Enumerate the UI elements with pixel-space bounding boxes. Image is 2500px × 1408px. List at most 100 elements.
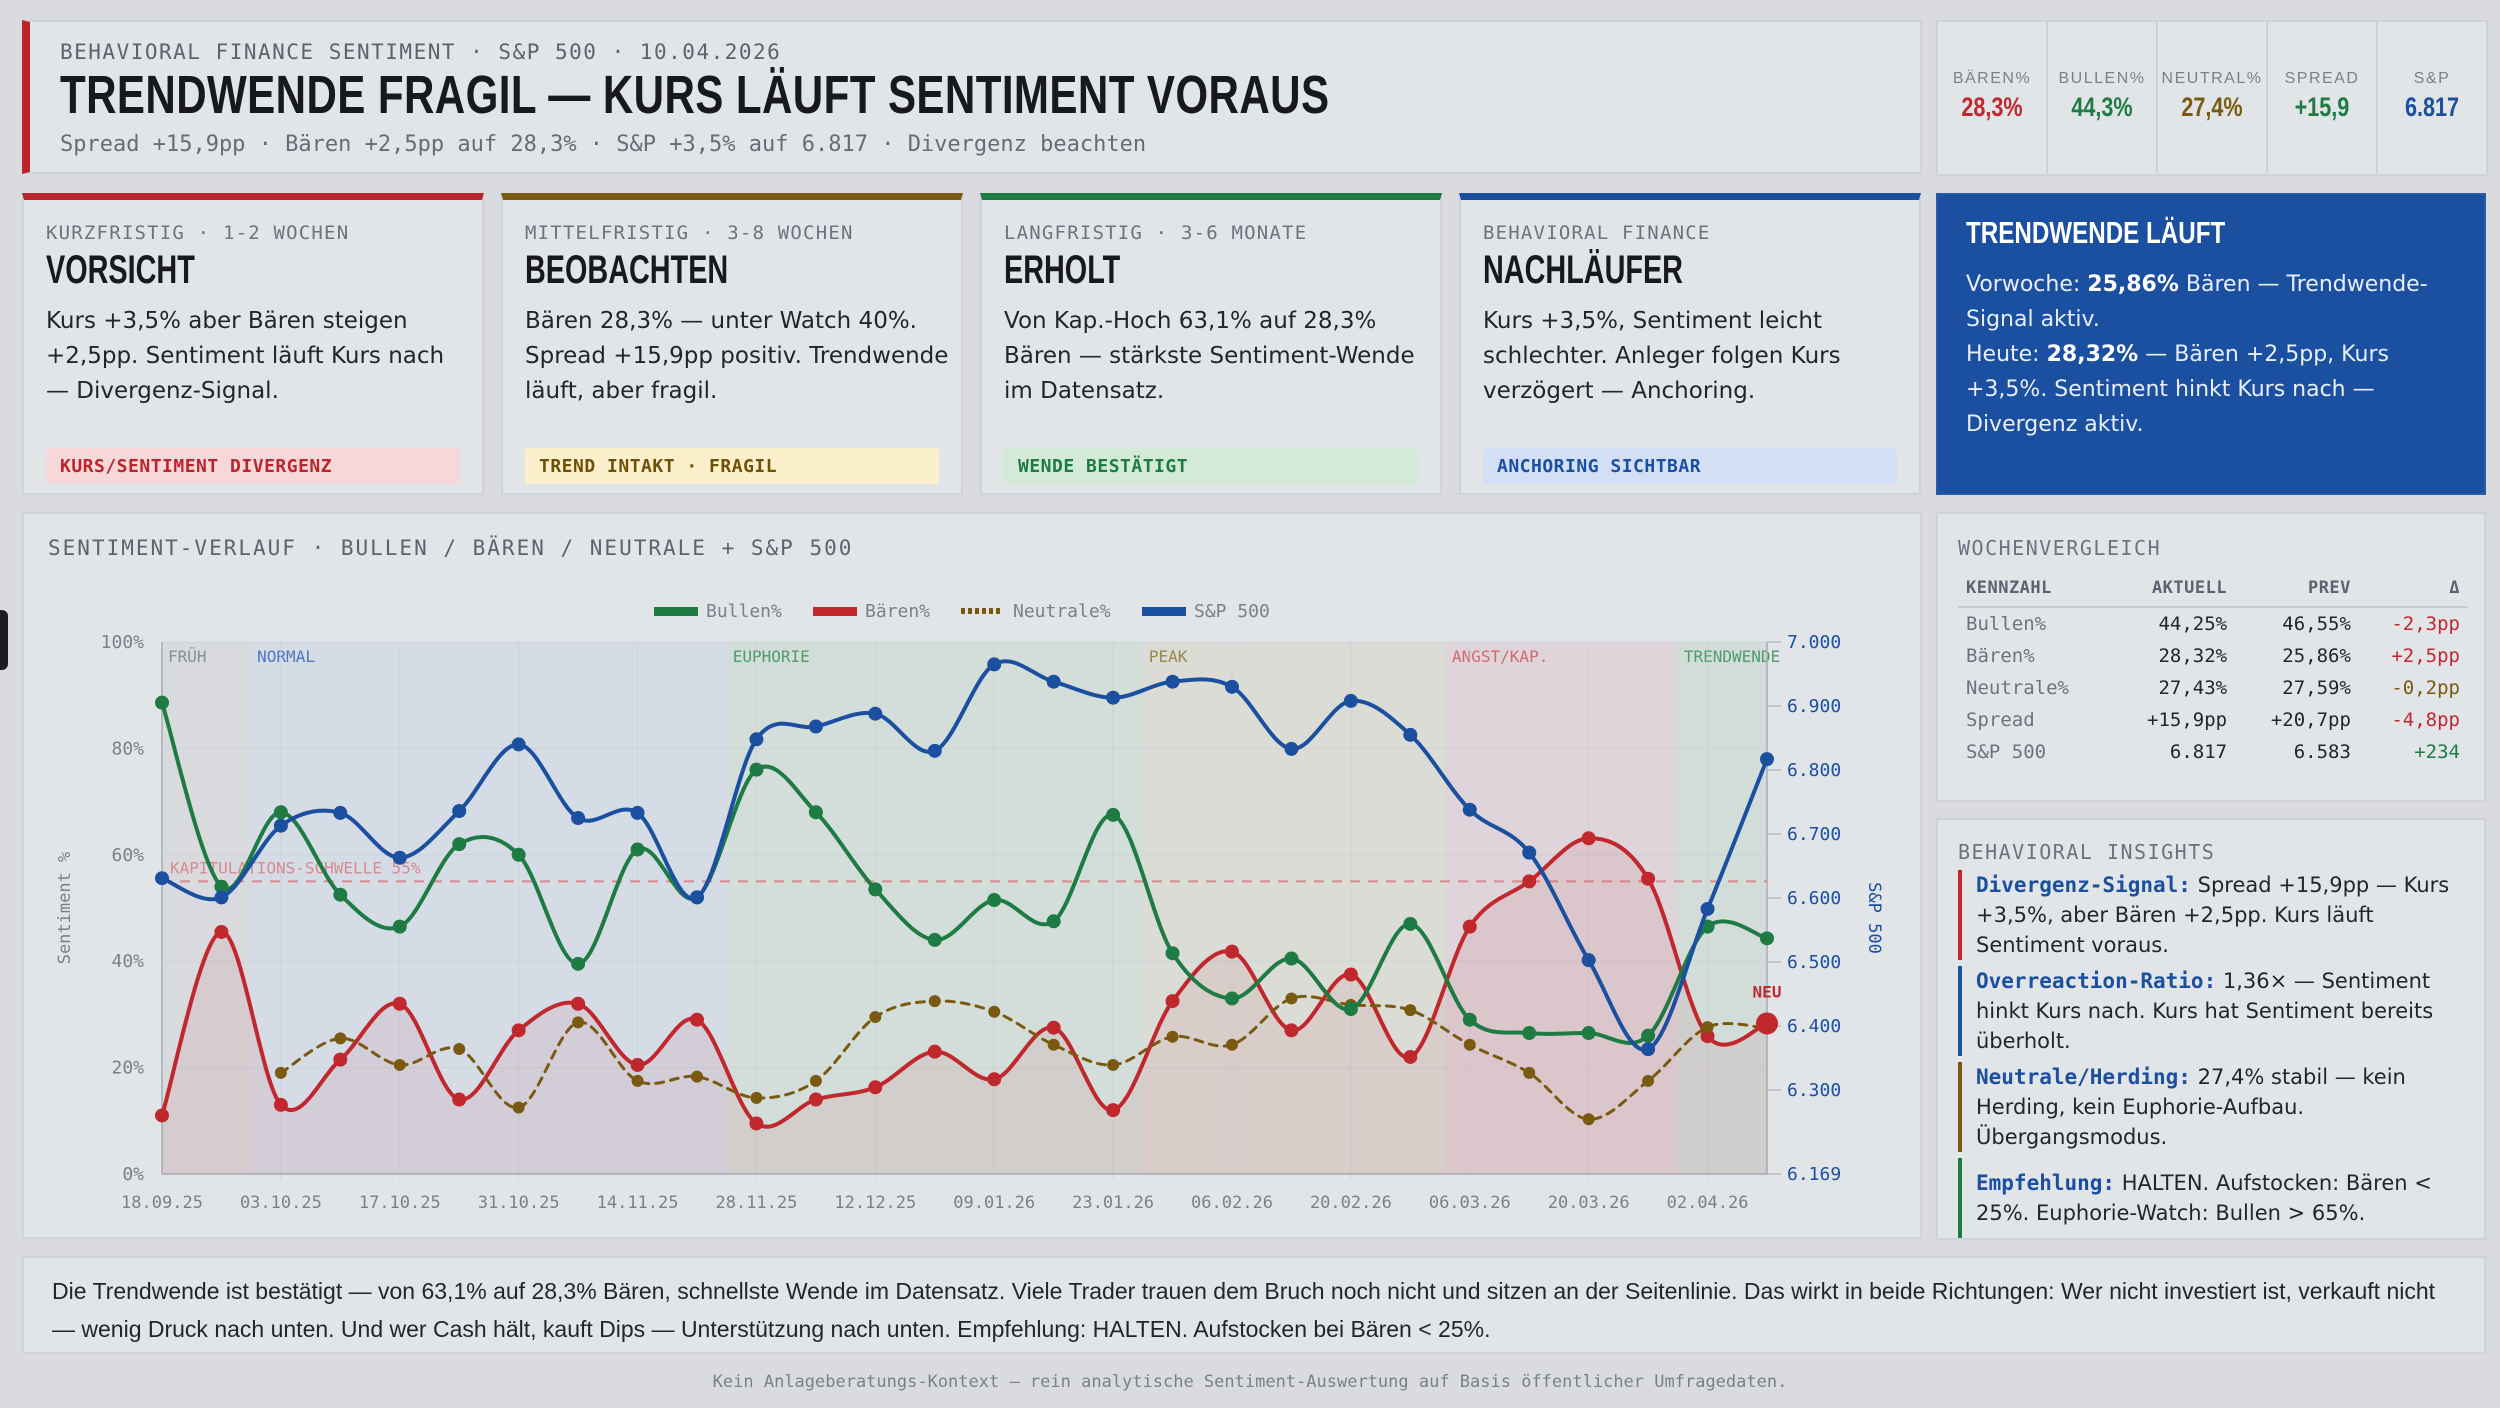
x-tick-label: 14.11.25 (597, 1193, 679, 1213)
cell-aktuell: 6.817 (2169, 741, 2228, 763)
point-s-p-500 (1760, 752, 1774, 767)
point-b-ren (571, 996, 586, 1011)
table-row: S&P 500 6.817 6.583 +234 (1958, 736, 2468, 768)
point-neutrale (928, 995, 941, 1008)
summary-panel: Die Trendwende ist bestätigt — von 63,1%… (22, 1256, 2486, 1354)
point-b-ren (1225, 944, 1239, 959)
cell-prev: 25,86% (2282, 645, 2351, 667)
point-neutrale (1285, 992, 1298, 1005)
summary-text: Die Trendwende ist bestätigt — von 63,1%… (52, 1278, 2436, 1342)
header-subtitle: Spread +15,9pp · Bären +2,5pp auf 28,3% … (60, 132, 1147, 157)
point-s-p-500 (155, 871, 169, 886)
point-bullen (214, 879, 229, 894)
point-s-p-500 (808, 719, 823, 734)
highlight-prev-value: 25,86% (2087, 272, 2179, 297)
weekly-table: KENNZAHL AKTUELL PREV Δ Bullen% 44,25% 46,… (1958, 572, 2468, 768)
x-tick-label: 09.01.26 (953, 1193, 1035, 1213)
legend-swatch-s-p-500 (1142, 607, 1186, 616)
card-langfristig: LANGFRISTIG · 3-6 MONATE ERHOLT Von Kap.… (980, 193, 1442, 495)
annotation-label: NEU (1753, 982, 1782, 1001)
insight-text: 1,36× — Sentiment hinkt Kurs nach. Kurs … (1976, 969, 2434, 1053)
legend-swatch-b-ren (813, 607, 857, 616)
cell-prev: +20,7pp (2270, 709, 2351, 731)
card-tag: WENDE BESTÄTIGT (1004, 448, 1418, 484)
point-b-ren (690, 1012, 704, 1027)
col-header-prev: PREV (2235, 572, 2359, 608)
point-neutrale (809, 1074, 822, 1087)
point-neutrale (1523, 1066, 1536, 1079)
point-s-p-500 (1641, 1042, 1656, 1057)
card-kicker: LANGFRISTIG · 3-6 MONATE (1004, 222, 1308, 244)
point-bullen (1581, 1026, 1596, 1041)
table-row: Bären% 28,32% 25,86% +2,5pp (1958, 640, 2468, 672)
card-tag: KURS/SENTIMENT DIVERGENZ (46, 448, 460, 484)
point-bullen (630, 842, 645, 857)
insight-empfehlung: Empfehlung: HALTEN. Aufstocken: Bären < … (1958, 1158, 2468, 1238)
point-s-p-500 (1106, 690, 1121, 705)
cell-delta: +2,5pp (2391, 645, 2460, 667)
cell-aktuell: +15,9pp (2147, 709, 2228, 731)
point-bullen (273, 805, 288, 820)
point-bullen (1522, 1026, 1537, 1041)
y2-tick-label: 6.169 (1787, 1164, 1841, 1185)
point-b-ren (273, 1097, 288, 1112)
point-s-p-500 (1522, 845, 1537, 860)
point-neutrale (1404, 1004, 1417, 1017)
cell-aktuell: 44,25% (2158, 613, 2228, 635)
point-neutrale (1701, 1021, 1714, 1034)
y2-tick-label: 6.600 (1787, 888, 1841, 909)
point-s-p-500 (214, 890, 229, 905)
point-bullen (452, 837, 467, 852)
chart-panel: SENTIMENT-VERLAUF · BULLEN / BÄREN / NEU… (22, 512, 1922, 1239)
point-bullen (987, 893, 1002, 908)
y2-tick-label: 6.300 (1787, 1080, 1841, 1101)
point-bullen (511, 847, 526, 862)
y-tick-label: 80% (111, 738, 144, 759)
cell-kennzahl: S&P 500 (1966, 741, 2047, 763)
card-text: Bären 28,3% — unter Watch 40%. Spread +1… (525, 308, 949, 404)
header-kicker: BEHAVIORAL FINANCE SENTIMENT · S&P 500 ·… (60, 40, 782, 64)
point-b-ren (1343, 967, 1358, 982)
phase-band (1677, 642, 1767, 1174)
point-s-p-500 (927, 743, 942, 758)
insights-title: BEHAVIORAL INSIGHTS (1958, 840, 2216, 864)
x-tick-label: 06.02.26 (1191, 1193, 1273, 1213)
card-kurzfristig: KURZFRISTIG · 1-2 WOCHEN VORSICHT Kurs +… (22, 193, 484, 495)
card-text: Von Kap.-Hoch 63,1% auf 28,3% Bären — st… (1004, 308, 1415, 404)
insight-text: HALTEN. Aufstocken: Bären < 25%. Euphori… (1976, 1171, 2432, 1225)
phase-band (1142, 642, 1446, 1174)
point-b-ren (1700, 1029, 1715, 1044)
point-s-p-500 (1225, 679, 1239, 694)
kpi-label: NEUTRAL% (2161, 70, 2263, 87)
legend-swatch-bullen (654, 607, 698, 616)
y2-tick-label: 7.000 (1787, 632, 1841, 653)
point-b-ren (1403, 1049, 1418, 1064)
point-bullen (868, 882, 883, 897)
point-bullen (1225, 991, 1239, 1006)
cell-prev: 46,55% (2282, 613, 2351, 635)
point-neutrale (1463, 1038, 1476, 1051)
y-tick-label: 60% (111, 845, 144, 866)
x-tick-label: 20.03.26 (1548, 1193, 1630, 1213)
x-tick-label: 18.09.25 (121, 1193, 203, 1213)
card-heading: NACHLÄUFER (1483, 248, 1683, 292)
phase-label: NORMAL (257, 647, 315, 666)
point-b-ren (1581, 831, 1596, 846)
card-text: Kurs +3,5% aber Bären steigen +2,5pp. Se… (46, 308, 445, 404)
kpi-value: 6.817 (2404, 92, 2460, 122)
page-title: TRENDWENDE FRAGIL — KURS LÄUFT SENTIMENT… (60, 65, 1330, 125)
cell-delta: +234 (2414, 741, 2460, 763)
point-b-ren (868, 1080, 883, 1095)
point-b-ren (1522, 874, 1537, 889)
card-text: Kurs +3,5%, Sentiment leicht schlechter.… (1483, 308, 1841, 404)
point-bullen (1106, 807, 1121, 822)
point-s-p-500 (1462, 802, 1477, 817)
cell-delta: -0,2pp (2391, 677, 2460, 699)
cell-kennzahl: Spread (1966, 709, 2035, 731)
side-handle[interactable] (0, 610, 8, 670)
legend-label-bullen: Bullen% (706, 601, 782, 622)
point-b-ren (630, 1057, 645, 1072)
point-bullen (927, 932, 942, 947)
weekly-title: WOCHENVERGLEICH (1958, 536, 2162, 560)
x-tick-label: 06.03.26 (1429, 1193, 1511, 1213)
